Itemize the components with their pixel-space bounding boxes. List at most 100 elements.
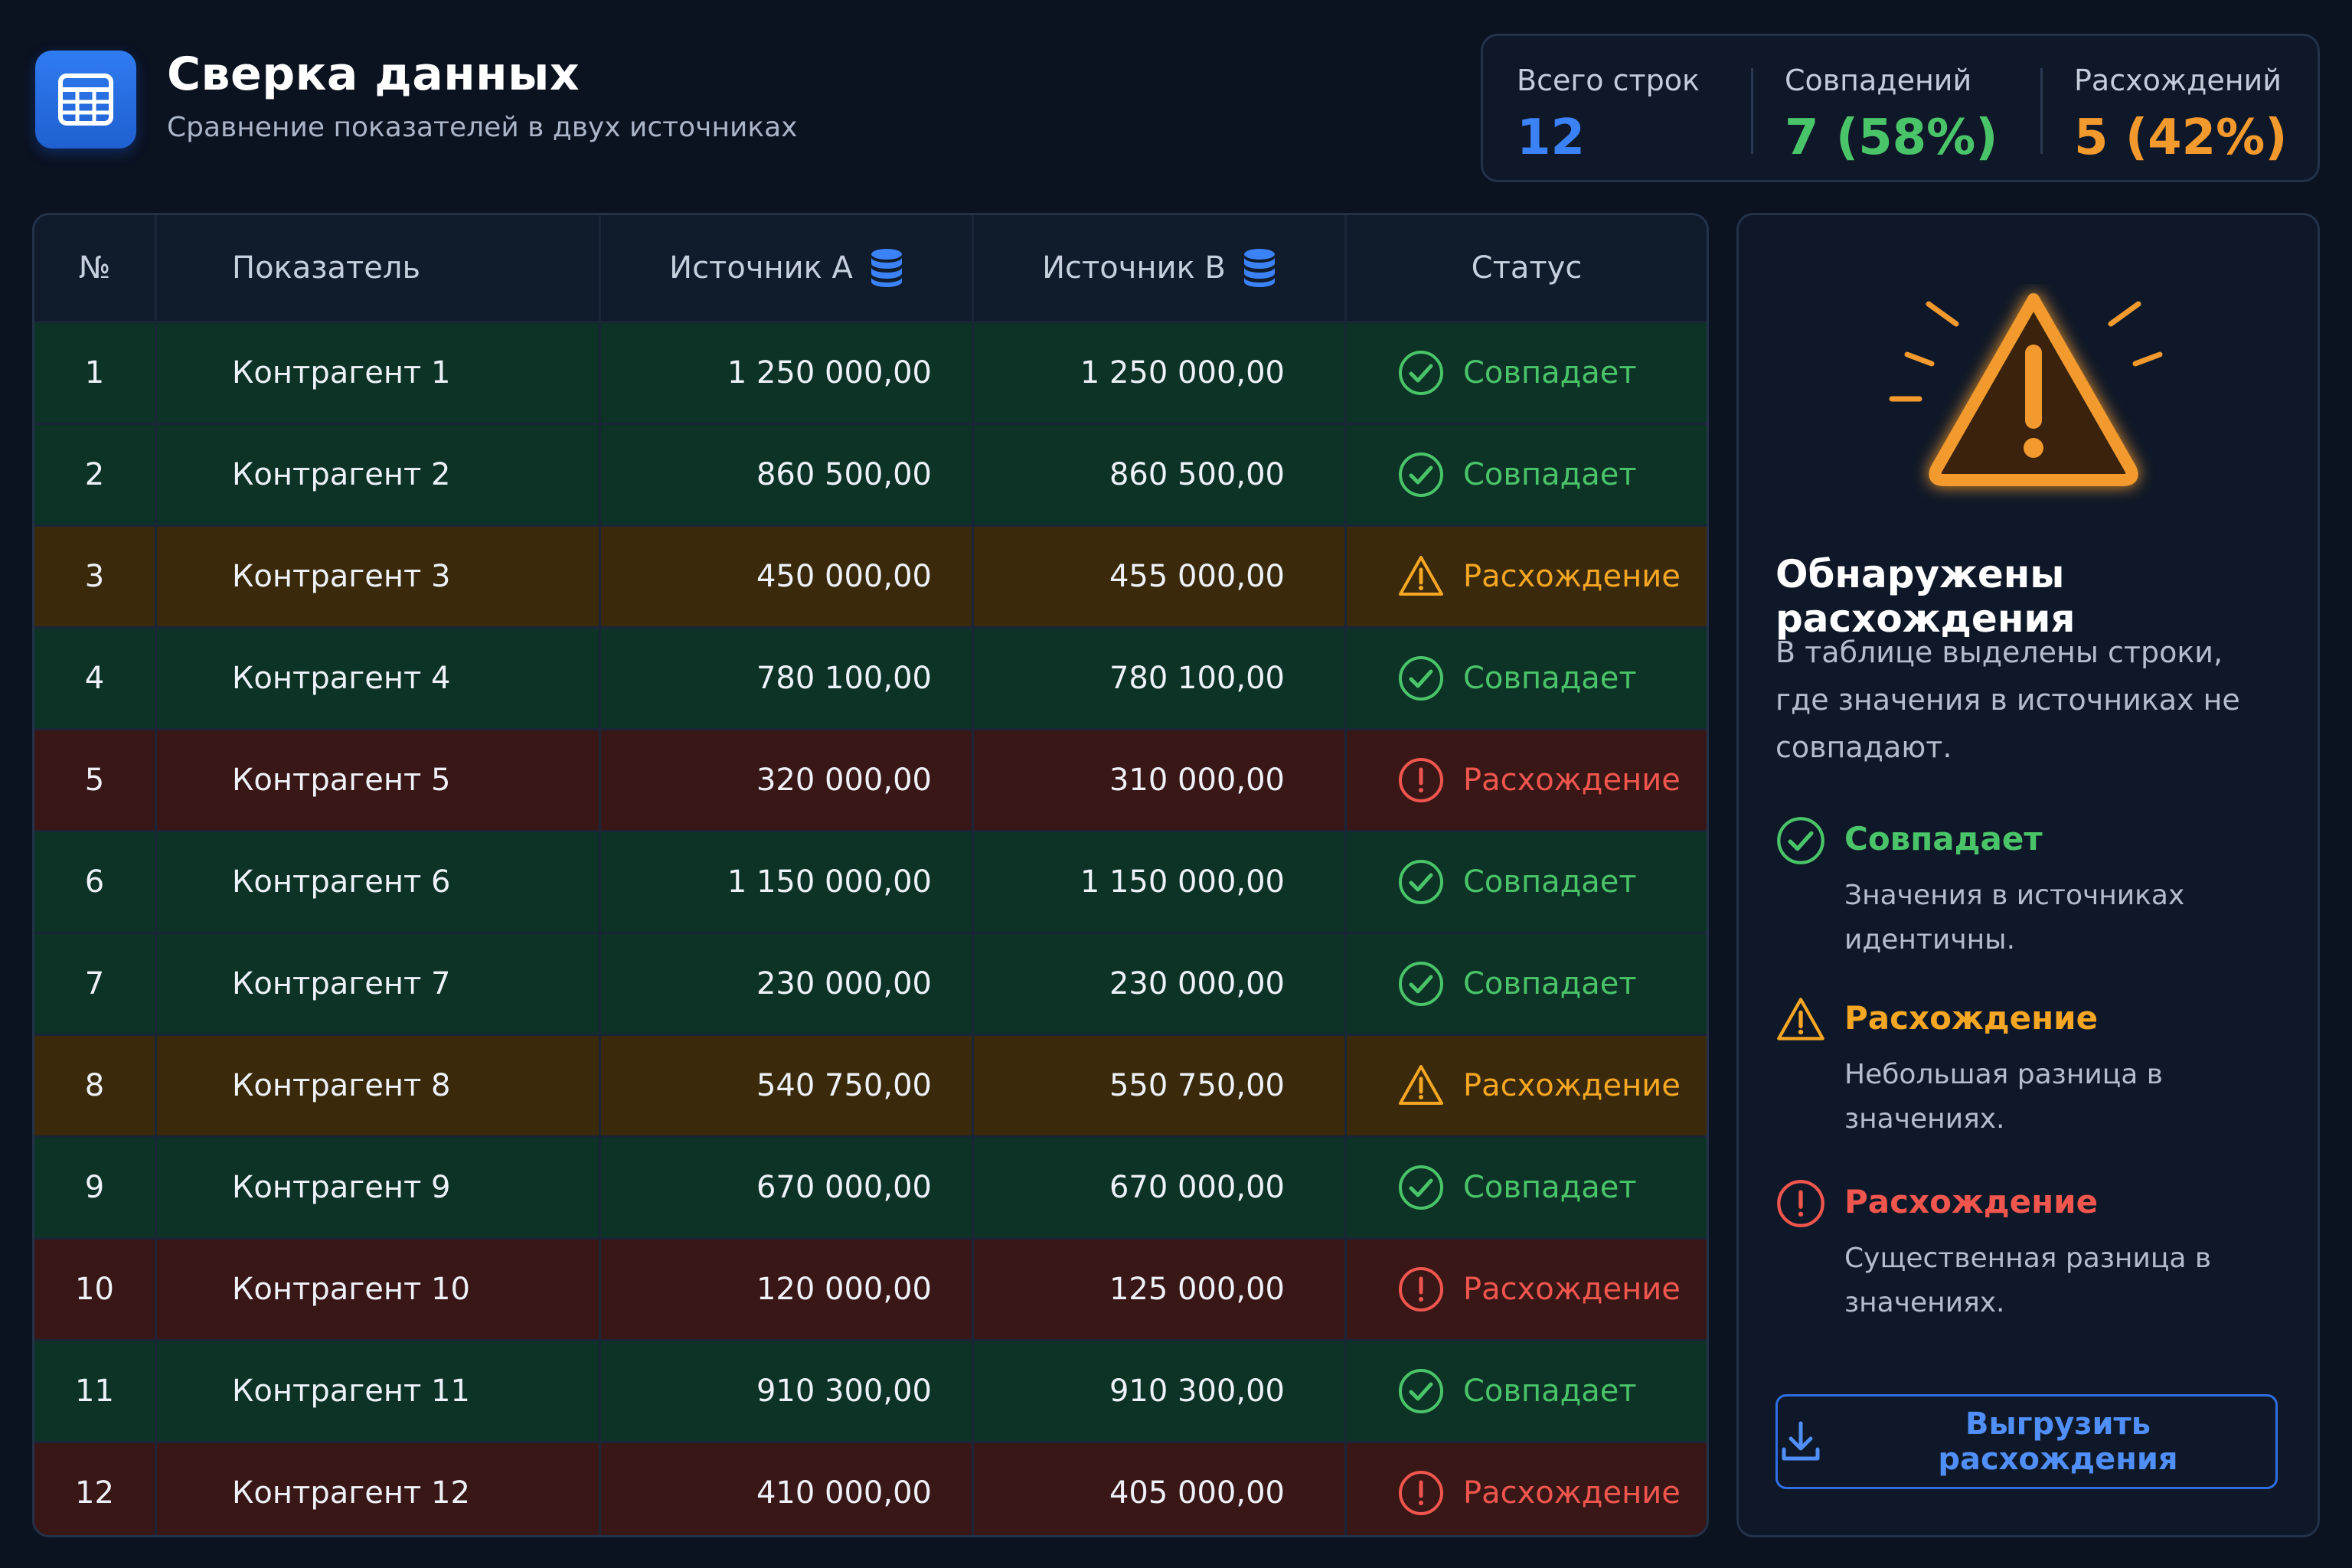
download-icon [1778,1419,1824,1465]
header-status: Статус [1471,250,1583,286]
page-subtitle: Сравнение показателей в двух источниках [167,112,798,143]
table-row[interactable]: 4 Контрагент 4 780 100,00 780 100,00 Сов… [34,626,1707,728]
status-label: Совпадает [1463,661,1637,696]
table-row[interactable]: 1 Контрагент 1 1 250 000,00 1 250 000,00… [34,321,1707,423]
row-source-b: 910 300,00 [974,1341,1347,1441]
header-name: Показатель [157,215,601,321]
panel-title: Обнаружены расхождения [1775,552,2076,641]
row-status: Расхождение [1347,1036,1707,1135]
row-source-a: 450 000,00 [601,527,974,626]
row-name: Контрагент 12 [157,1443,601,1535]
check-circle-icon [1775,815,1826,866]
exclamation-circle-icon [1775,1178,1826,1229]
row-source-a: 540 750,00 [601,1036,974,1135]
database-icon [1243,248,1276,288]
row-source-b: 1 250 000,00 [974,323,1347,423]
stat-total: Всего строк 12 [1483,36,1751,180]
comparison-table: № Показатель Источник A Источник B [32,213,1709,1537]
database-icon [870,248,903,288]
warning-triangle-icon [1397,1062,1445,1109]
legend-match-desc: Значения в источниках идентичны. [1844,880,2185,956]
header-source-a: Источник A [601,215,974,321]
check-circle-icon [1397,655,1445,702]
row-source-b: 125 000,00 [974,1240,1347,1339]
row-source-a: 860 500,00 [601,425,974,524]
table-row[interactable]: 3 Контрагент 3 450 000,00 455 000,00 Рас… [34,524,1707,626]
stat-matches: Совпадений 7 (58%) [1751,36,2040,180]
table-row[interactable]: 11 Контрагент 11 910 300,00 910 300,00 С… [34,1339,1707,1441]
row-no: 6 [34,832,157,932]
exclamation-circle-icon [1397,1469,1445,1517]
check-circle-icon [1397,451,1445,498]
table-row[interactable]: 5 Контрагент 5 320 000,00 310 000,00 Рас… [34,728,1707,830]
export-discrepancies-button[interactable]: Выгрузить расхождения [1775,1394,2278,1489]
row-status: Совпадает [1347,832,1707,932]
table-row[interactable]: 8 Контрагент 8 540 750,00 550 750,00 Рас… [34,1034,1707,1135]
row-source-b: 780 100,00 [974,629,1347,728]
stat-diffs: Расхождений 5 (42%) [2040,36,2318,180]
status-label: Совпадает [1463,1170,1637,1205]
stat-matches-value: 7 (58%) [1785,109,1998,166]
table-row[interactable]: 9 Контрагент 9 670 000,00 670 000,00 Сов… [34,1135,1707,1237]
panel-description: В таблице выделены строки, где значения … [1775,635,2240,764]
row-no: 8 [34,1036,157,1135]
table-row[interactable]: 10 Контрагент 10 120 000,00 125 000,00 Р… [34,1237,1707,1339]
legend-minor-title: Расхождение [1844,999,2099,1037]
stat-total-value: 12 [1517,109,1586,166]
check-circle-icon [1397,858,1445,906]
row-source-a: 230 000,00 [601,934,974,1034]
page-title: Сверка данных [167,47,580,101]
exclamation-circle-icon [1397,1266,1445,1313]
row-no: 10 [34,1240,157,1339]
status-label: Расхождение [1463,1475,1681,1511]
row-status: Совпадает [1347,629,1707,728]
row-status: Расхождение [1347,1443,1707,1535]
row-name: Контрагент 9 [157,1138,601,1237]
legend-major-desc: Существенная разница в значениях. [1844,1243,2212,1318]
stat-diffs-value: 5 (42%) [2074,109,2288,166]
export-button-label: Выгрузить расхождения [1938,1406,2178,1477]
row-name: Контрагент 7 [157,934,601,1034]
row-no: 11 [34,1341,157,1441]
warning-triangle-icon [1861,284,2206,514]
header-source-a-label: Источник A [669,250,853,286]
table-row[interactable]: 2 Контрагент 2 860 500,00 860 500,00 Сов… [34,423,1707,524]
check-circle-icon [1397,1164,1445,1211]
table-row[interactable]: 7 Контрагент 7 230 000,00 230 000,00 Сов… [34,932,1707,1034]
row-source-b: 1 150 000,00 [974,832,1347,932]
row-name: Контрагент 2 [157,425,601,524]
table-row[interactable]: 12 Контрагент 12 410 000,00 405 000,00 Р… [34,1441,1707,1535]
status-label: Совпадает [1463,1374,1637,1409]
row-source-a: 1 250 000,00 [601,323,974,423]
row-source-a: 410 000,00 [601,1443,974,1535]
check-circle-icon [1397,349,1445,397]
status-label: Расхождение [1463,559,1681,594]
row-name: Контрагент 6 [157,832,601,932]
stat-diffs-label: Расхождений [2074,64,2282,97]
row-source-b: 230 000,00 [974,934,1347,1034]
row-no: 5 [34,730,157,830]
row-name: Контрагент 10 [157,1240,601,1339]
row-no: 7 [34,934,157,1034]
row-status: Совпадает [1347,425,1707,524]
stats-card: Всего строк 12 Совпадений 7 (58%) Расхож… [1481,34,2320,182]
row-name: Контрагент 1 [157,323,601,423]
row-no: 1 [34,323,157,423]
row-source-a: 1 150 000,00 [601,832,974,932]
row-no: 3 [34,527,157,626]
row-status: Расхождение [1347,1240,1707,1339]
row-no: 4 [34,629,157,728]
stat-total-label: Всего строк [1517,64,1700,97]
status-label: Совпадает [1463,457,1637,492]
status-label: Расхождение [1463,1068,1681,1103]
status-label: Расхождение [1463,1272,1681,1307]
row-name: Контрагент 5 [157,730,601,830]
status-label: Расхождение [1463,763,1681,798]
status-label: Совпадает [1463,864,1637,900]
row-status: Совпадает [1347,1138,1707,1237]
table-row[interactable]: 6 Контрагент 6 1 150 000,00 1 150 000,00… [34,830,1707,932]
row-source-a: 670 000,00 [601,1138,974,1237]
row-status: Расхождение [1347,527,1707,626]
row-source-a: 780 100,00 [601,629,974,728]
row-source-b: 310 000,00 [974,730,1347,830]
